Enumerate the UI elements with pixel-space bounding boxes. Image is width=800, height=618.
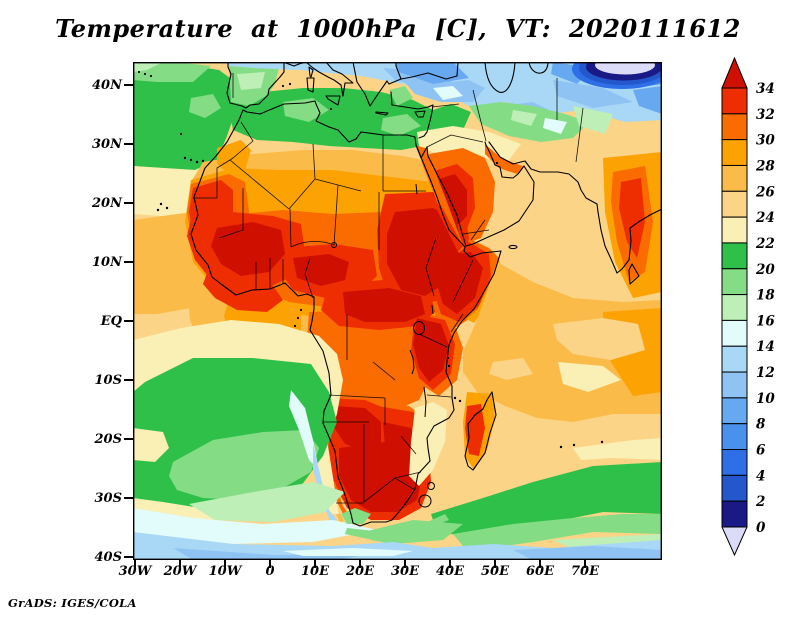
colorbar-cell — [722, 165, 747, 191]
colorbar-cell — [722, 191, 747, 217]
colorbar-tick-label: 12 — [756, 365, 775, 381]
colorbar-tick-label: 2 — [755, 494, 765, 510]
lat-label-20s: 20S — [42, 432, 122, 447]
colorbar-cell — [722, 269, 747, 295]
colorbar-tick-label: 20 — [755, 262, 775, 278]
lon-tick — [359, 560, 361, 568]
lat-tick — [124, 84, 133, 86]
map-panel — [133, 62, 662, 560]
lon-tick — [539, 560, 541, 568]
lat-tick — [124, 143, 133, 145]
colorbar-cell — [722, 140, 747, 166]
colorbar-tick-label: 24 — [755, 210, 775, 226]
lat-label-20n: 20N — [42, 196, 122, 211]
colorbar-over-arrow — [722, 58, 747, 88]
colorbar-cell — [722, 346, 747, 372]
lon-tick — [494, 560, 496, 568]
lat-tick — [124, 438, 133, 440]
colorbar-cell — [722, 372, 747, 398]
lon-tick — [224, 560, 226, 568]
colorbar-under-arrow — [722, 527, 747, 555]
colorbar-cell — [722, 243, 747, 269]
colorbar-tick-label: 6 — [756, 443, 766, 459]
grads-temperature-plot: Temperature at 1000hPa [C], VT: 20201116… — [0, 0, 800, 618]
colorbar-cell — [722, 114, 747, 140]
colorbar-tick-label: 28 — [755, 158, 775, 174]
colorbar-tick-label: 4 — [756, 468, 765, 484]
colorbar-tick-label: 0 — [756, 520, 766, 536]
lat-tick — [124, 379, 133, 381]
colorbar-tick-label: 10 — [756, 391, 775, 407]
lat-tick — [124, 556, 133, 558]
lon-tick — [584, 560, 586, 568]
colorbar-cell — [722, 88, 747, 114]
colorbar-tick-label: 32 — [756, 107, 775, 123]
colorbar-tick-label: 14 — [756, 339, 775, 355]
lat-label-30s: 30S — [42, 491, 122, 506]
colorbar-cell — [722, 450, 747, 476]
lat-label-30n: 30N — [42, 137, 122, 152]
colorbar-tick-label: 16 — [756, 313, 775, 329]
lat-tick — [124, 261, 133, 263]
lon-tick — [269, 560, 271, 568]
lon-tick — [404, 560, 406, 568]
colorbar-cell — [722, 217, 747, 243]
lat-label-10n: 10N — [42, 255, 122, 270]
colorbar-tick-label: 34 — [756, 81, 775, 97]
colorbar-cell — [722, 295, 747, 321]
lat-label-40n: 40N — [42, 78, 122, 93]
lat-tick — [124, 202, 133, 204]
lon-tick — [179, 560, 181, 568]
lat-label-10s: 10S — [42, 373, 122, 388]
lat-label-40s: 40S — [42, 550, 122, 565]
colorbar-cell — [722, 398, 747, 424]
page-title: Temperature at 1000hPa [C], VT: 20201116… — [0, 14, 796, 43]
colorbar-cell — [722, 320, 747, 346]
colorbar-cell — [722, 501, 747, 527]
colorbar-tick-label: 22 — [755, 236, 775, 252]
credit-text: GrADS: IGES/COLA — [8, 596, 137, 610]
temperature-map — [133, 62, 662, 560]
colorbar-tick-label: 18 — [756, 288, 775, 304]
colorbar-tick-label: 30 — [756, 133, 775, 149]
lon-tick — [449, 560, 451, 568]
temperature-field — [133, 62, 662, 560]
colorbar-cell — [722, 424, 747, 450]
lat-label-eq: EQ — [42, 314, 122, 329]
lat-tick — [124, 497, 133, 499]
lon-tick — [314, 560, 316, 568]
colorbar-tick-label: 26 — [755, 184, 775, 200]
lon-tick — [134, 560, 136, 568]
lat-tick — [124, 320, 133, 322]
colorbar: 3432302826242220181614121086420 — [712, 55, 782, 560]
colorbar-cell — [722, 475, 747, 501]
colorbar-tick-label: 8 — [756, 417, 766, 433]
